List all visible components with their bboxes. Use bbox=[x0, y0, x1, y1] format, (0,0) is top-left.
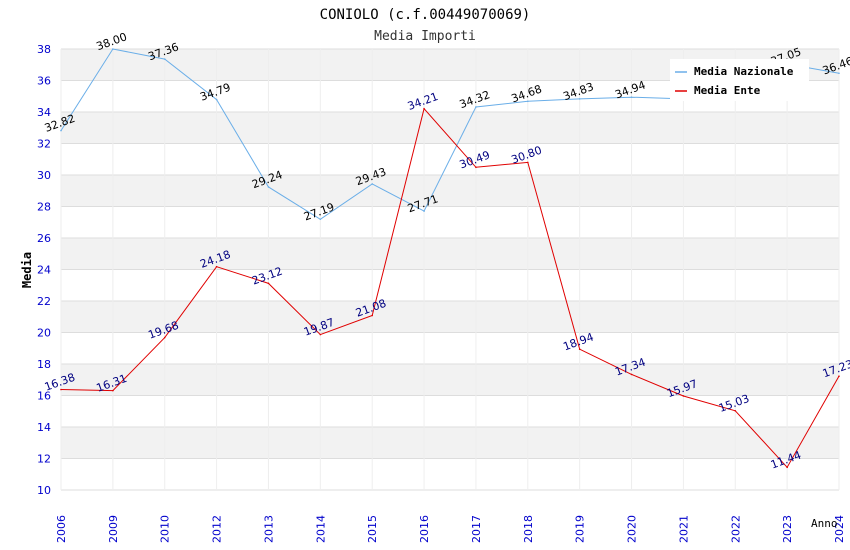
data-point bbox=[371, 183, 374, 185]
data-point bbox=[60, 388, 62, 391]
data-label: 34.68 bbox=[510, 83, 544, 106]
y-tick-label: 28 bbox=[37, 201, 51, 214]
x-tick-label: 2013 bbox=[262, 515, 275, 543]
grid-band bbox=[61, 301, 839, 333]
y-axis: 10 12 14 16 18 20 22 24 26 28 30 32 34 36 38 bbox=[37, 43, 51, 497]
data-label: 30.80 bbox=[510, 144, 544, 167]
data-label: 34.83 bbox=[561, 80, 595, 103]
y-tick-label: 16 bbox=[37, 390, 51, 403]
data-point bbox=[682, 395, 685, 397]
data-point bbox=[163, 336, 166, 339]
data-point bbox=[838, 72, 840, 75]
legend: Media Nazionale Media Ente bbox=[670, 59, 809, 101]
data-point bbox=[163, 58, 166, 60]
grid-band bbox=[61, 112, 839, 144]
y-tick-label: 12 bbox=[37, 453, 51, 466]
grid-band bbox=[61, 238, 839, 270]
y-tick-label: 38 bbox=[37, 43, 51, 56]
data-point bbox=[475, 106, 477, 108]
y-tick-label: 10 bbox=[37, 484, 51, 497]
data-label: 34.32 bbox=[458, 88, 492, 111]
grid-bands bbox=[60, 48, 840, 491]
data-point bbox=[112, 389, 114, 392]
x-tick-label: 2021 bbox=[677, 515, 690, 543]
x-tick-label: 2018 bbox=[522, 515, 535, 543]
y-tick-label: 18 bbox=[37, 358, 51, 371]
data-point bbox=[267, 186, 270, 188]
data-point bbox=[267, 282, 270, 285]
x-tick-label: 2012 bbox=[211, 515, 224, 543]
x-tick-label: 2006 bbox=[55, 515, 68, 543]
data-label: 18.94 bbox=[561, 330, 595, 353]
y-tick-label: 20 bbox=[37, 327, 51, 340]
data-label: 34.21 bbox=[406, 90, 440, 113]
x-tick-label: 2019 bbox=[574, 515, 587, 543]
data-point bbox=[319, 218, 322, 221]
data-point bbox=[578, 98, 581, 100]
data-point bbox=[475, 166, 477, 169]
y-axis-title: Media bbox=[20, 252, 34, 288]
data-point bbox=[527, 100, 529, 103]
y-tick-label: 36 bbox=[37, 75, 51, 88]
data-point bbox=[423, 210, 425, 212]
x-tick-label: 2022 bbox=[729, 515, 742, 543]
y-tick-label: 34 bbox=[37, 106, 51, 119]
x-tick-label: 2014 bbox=[314, 515, 327, 543]
legend-label-ente: Media Ente bbox=[694, 84, 761, 97]
y-tick-label: 26 bbox=[37, 232, 51, 245]
data-label: 34.79 bbox=[198, 81, 232, 104]
chart-subtitle: Media Importi bbox=[374, 29, 476, 44]
x-tick-label: 2015 bbox=[366, 515, 379, 543]
y-tick-label: 24 bbox=[37, 264, 51, 277]
data-point bbox=[371, 314, 374, 317]
data-point bbox=[112, 48, 114, 50]
y-tick-label: 30 bbox=[37, 169, 51, 182]
grid-band bbox=[61, 364, 839, 396]
legend-box bbox=[670, 59, 809, 101]
data-point bbox=[60, 129, 62, 132]
data-point bbox=[734, 409, 737, 412]
data-point bbox=[578, 348, 581, 350]
y-tick-label: 14 bbox=[37, 421, 51, 434]
x-tick-label: 2009 bbox=[107, 515, 120, 543]
x-axis-title: Anno bbox=[811, 517, 838, 530]
data-point bbox=[215, 265, 218, 268]
data-point bbox=[319, 333, 322, 336]
legend-label-nazionale: Media Nazionale bbox=[694, 65, 794, 78]
data-point bbox=[423, 107, 425, 110]
x-tick-label: 2017 bbox=[470, 515, 483, 543]
x-tick-label: 2020 bbox=[626, 515, 639, 543]
x-tick-label: 2010 bbox=[159, 515, 172, 543]
series-line bbox=[60, 107, 840, 469]
grid-band bbox=[61, 175, 839, 207]
data-point bbox=[630, 373, 633, 376]
x-tick-label: 2024 bbox=[833, 515, 846, 543]
grid-band bbox=[61, 427, 839, 459]
y-tick-label: 32 bbox=[37, 138, 51, 151]
x-tick-label: 2023 bbox=[781, 515, 794, 543]
x-axis: 2006 2009 2010 2012 2013 2014 2015 2016 2017 2018… bbox=[55, 515, 846, 543]
data-point bbox=[215, 98, 218, 101]
data-point bbox=[838, 375, 840, 377]
x-tick-label: 2016 bbox=[418, 515, 431, 543]
y-tick-label: 22 bbox=[37, 295, 51, 308]
data-point bbox=[527, 161, 529, 164]
data-point bbox=[630, 96, 633, 98]
chart-title: CONIOLO (c.f.00449070069) bbox=[320, 7, 531, 23]
data-point bbox=[786, 466, 788, 469]
